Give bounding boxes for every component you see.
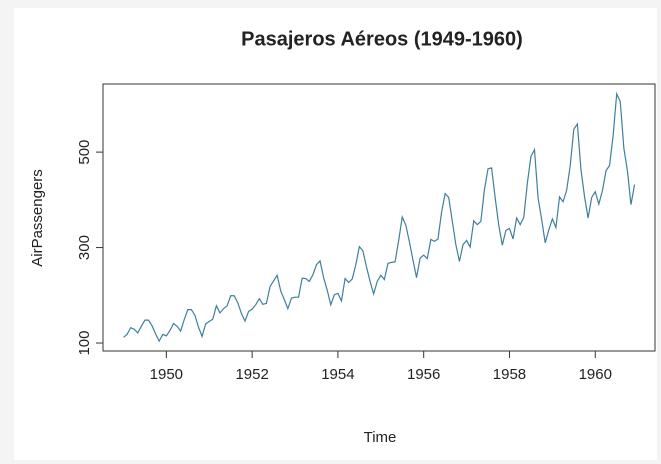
plot-box bbox=[102, 83, 656, 352]
panel bbox=[14, 8, 657, 460]
y-axis-label: AirPassengers bbox=[29, 169, 46, 267]
x-tick-label: 1958 bbox=[493, 366, 526, 383]
y-tick-label: 300 bbox=[76, 235, 93, 260]
x-tick-label: 1954 bbox=[321, 366, 354, 383]
series-line bbox=[123, 91, 636, 343]
x-tick-label: 1960 bbox=[579, 366, 612, 383]
x-tick-label: 1950 bbox=[150, 366, 183, 383]
x-tick-label: 1956 bbox=[407, 366, 440, 383]
chart-title: Pasajeros Aéreos (1949-1960) bbox=[241, 28, 523, 50]
x-axis-label: Time bbox=[364, 429, 397, 446]
y-tick-label: 100 bbox=[76, 331, 93, 356]
y-tick-label: 500 bbox=[76, 140, 93, 165]
x-tick-label: 1952 bbox=[235, 366, 268, 383]
